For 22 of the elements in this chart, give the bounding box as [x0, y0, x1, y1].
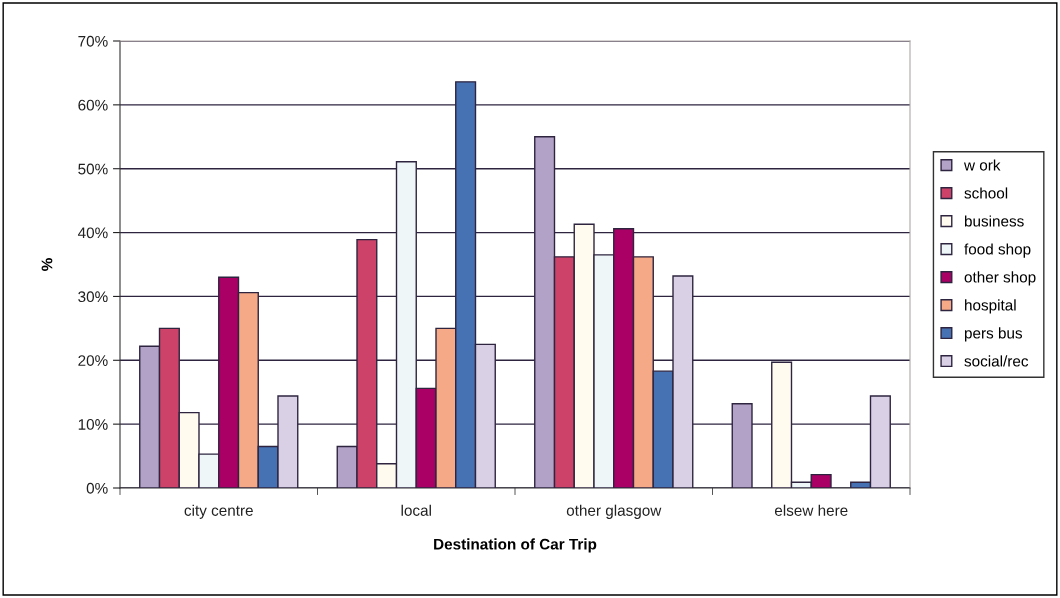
- legend-label: school: [964, 187, 1008, 199]
- legend-label: other shop: [964, 271, 1036, 286]
- legend-label: food shop: [964, 243, 1031, 258]
- x-tick-label: city centre: [184, 504, 253, 519]
- x-tick-label: local: [401, 504, 431, 516]
- x-axis-title: Destination of Car Trip: [434, 538, 597, 553]
- y-tick-label: 70%: [78, 35, 108, 47]
- y-tick-label: 50%: [78, 163, 108, 175]
- x-tick-label: other glasgow: [566, 504, 662, 519]
- legend-label: business: [964, 215, 1024, 227]
- legend-label: hospital: [965, 299, 1016, 314]
- legend-label: pers bus: [964, 327, 1023, 342]
- legend-label: social/rec: [964, 355, 1029, 367]
- y-tick-label: 30%: [78, 291, 108, 303]
- y-tick-label: 0%: [86, 482, 108, 494]
- y-tick-label: 40%: [77, 227, 108, 239]
- y-tick-label: 10%: [78, 419, 108, 430]
- x-tick-label: elsew here: [774, 504, 848, 516]
- legend-label: w ork: [963, 159, 1001, 171]
- y-tick-label: 20%: [78, 355, 108, 366]
- y-tick-label: 60%: [78, 99, 108, 111]
- y-axis-title: %: [41, 258, 53, 271]
